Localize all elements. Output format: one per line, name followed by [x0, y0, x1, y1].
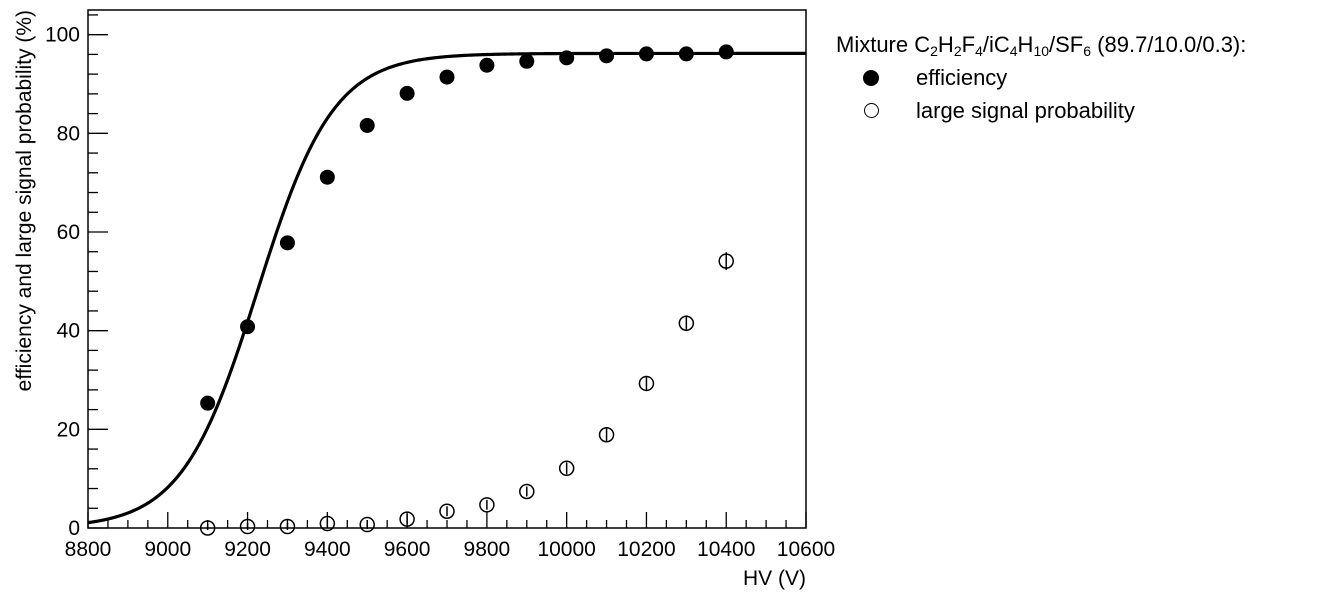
x-axis-title: HV (V): [743, 567, 806, 590]
axes: [87, 9, 807, 529]
efficiency-point: [399, 85, 415, 101]
efficiency-point: [479, 57, 495, 73]
y-tick-label: 40: [57, 320, 80, 343]
x-tick-label: 9400: [304, 538, 351, 561]
data-points-layer: [199, 44, 734, 536]
legend-title-subscript: 4: [975, 43, 983, 59]
filled-circle-icon: [862, 69, 880, 87]
efficiency-point: [559, 50, 575, 66]
open-circle-icon: [862, 102, 880, 120]
legend-title-subscript: 2: [953, 43, 962, 59]
y-tick-label: 80: [57, 122, 80, 145]
large-signal-point: [399, 511, 415, 527]
legend-entry-large-signal: large signal probability: [836, 94, 1246, 127]
x-tick-label: 8800: [65, 538, 112, 561]
large-signal-point: [239, 518, 256, 535]
efficiency-point: [718, 44, 734, 60]
y-tick-label: 20: [57, 418, 80, 441]
efficiency-point: [439, 69, 455, 85]
efficiency-point: [678, 46, 694, 62]
legend-title-subscript: 6: [1083, 43, 1092, 59]
large-signal-point: [319, 515, 336, 532]
legend-title-text: H: [1017, 32, 1034, 57]
efficiency-point: [359, 117, 375, 133]
legend-label-efficiency: efficiency: [916, 65, 1008, 90]
efficiency-point: [279, 235, 295, 251]
large-signal-point: [439, 503, 455, 519]
large-signal-point: [479, 497, 495, 513]
x-tick-label: 10000: [537, 538, 595, 561]
legend: Mixture C2H2F4/iC4H10/SF6 (89.7/10.0/0.3…: [836, 28, 1246, 127]
y-tick-label: 0: [68, 517, 80, 540]
legend-entry-efficiency: efficiency: [836, 61, 1246, 94]
y-tick-label: 100: [45, 24, 80, 47]
legend-title-text: /SF: [1049, 32, 1084, 57]
large-signal-point: [678, 315, 695, 332]
x-tick-label: 9600: [384, 538, 431, 561]
x-tick-label: 9000: [144, 538, 191, 561]
y-tick-label: 60: [57, 221, 80, 244]
efficiency-point: [240, 319, 256, 335]
x-tick-label: 10400: [697, 538, 755, 561]
legend-title-text: F: [961, 32, 976, 57]
x-tick-label: 9800: [464, 538, 511, 561]
legend-title-text: Mixture C: [836, 32, 931, 57]
efficiency-point: [319, 169, 335, 185]
large-signal-point: [519, 483, 535, 500]
large-signal-point: [638, 375, 655, 392]
legend-title-text: H: [937, 32, 954, 57]
tick-labels-layer: 8800 9000 9200 9400 9600 9800 10000 10200 10400 1…: [13, 10, 835, 590]
legend-label-large-signal: large signal probability: [916, 98, 1135, 123]
legend-title-text: /iC: [982, 32, 1010, 57]
efficiency-point: [638, 46, 654, 62]
large-signal-point: [279, 518, 296, 535]
y-axis-title: efficiency and large signal probability …: [13, 10, 36, 391]
legend-title-text: (89.7/10.0/0.3):: [1091, 32, 1247, 57]
fit-curve-layer: [87, 51, 806, 525]
large-signal-point: [558, 460, 575, 477]
legend-title-subscript: 4: [1009, 43, 1018, 59]
efficiency-point: [599, 48, 615, 64]
legend-title: Mixture C2H2F4/iC4H10/SF6 (89.7/10.0/0.3…: [836, 28, 1246, 61]
legend-title-subscript: 2: [930, 43, 938, 59]
x-tick-label: 9200: [224, 538, 271, 561]
legend-title-subscript: 10: [1033, 43, 1050, 59]
x-tick-label: 10200: [617, 538, 675, 561]
large-signal-point: [718, 253, 734, 269]
efficiency-point: [200, 395, 216, 411]
efficiency-point: [519, 53, 535, 69]
large-signal-point: [199, 520, 216, 536]
large-signal-point: [359, 516, 375, 533]
x-tick-label: 10600: [777, 538, 835, 561]
large-signal-point: [598, 427, 615, 443]
efficiency-fit-curve: [87, 51, 806, 525]
